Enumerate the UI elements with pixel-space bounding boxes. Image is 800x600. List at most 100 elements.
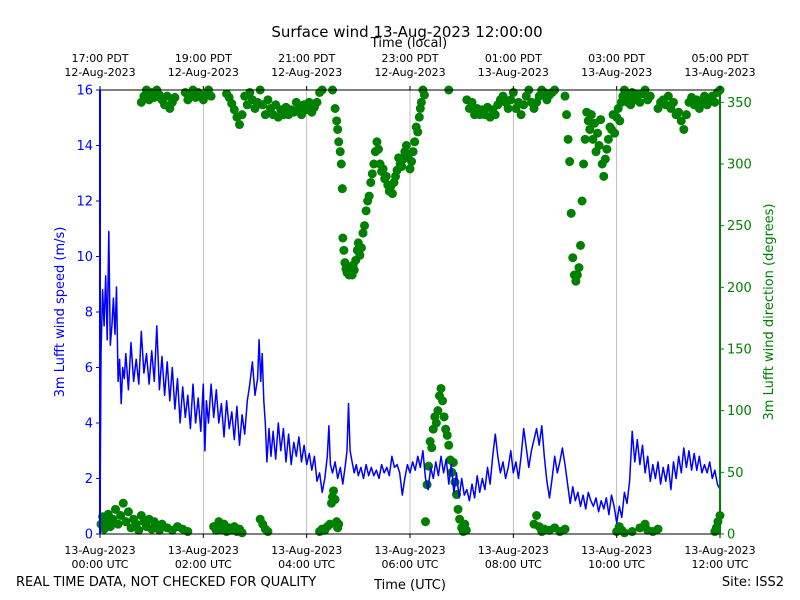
wind-direction-point: [414, 112, 424, 122]
wind-direction-point: [260, 110, 270, 120]
left-tick-label: 0: [85, 528, 93, 543]
x-tick-time-label: 06:00 UTC: [381, 558, 438, 571]
x-tick-date-label: 13-Aug-2023: [684, 544, 755, 557]
wind-direction-point: [410, 137, 420, 147]
wind-direction-point: [183, 527, 193, 537]
left-tick-label: 14: [76, 139, 93, 154]
wind-direction-point: [565, 157, 575, 167]
wind-direction-point: [381, 171, 391, 181]
wind-direction-point: [710, 97, 720, 107]
wind-direction-point: [572, 270, 582, 280]
left-tick-label: 8: [85, 306, 93, 321]
right-tick-label: 0: [727, 528, 735, 543]
wind-direction-point: [337, 184, 347, 194]
wind-direction-point: [361, 206, 371, 216]
wind-direction-point: [442, 430, 452, 440]
wind-direction-point: [416, 97, 426, 107]
wind-direction-point: [332, 116, 342, 126]
wind-direction-point: [448, 457, 458, 467]
x-tick-time-label: 10:00 UTC: [588, 558, 645, 571]
wind-direction-point: [356, 243, 366, 253]
wind-direction-point: [669, 97, 678, 107]
wind-direction-point: [566, 208, 576, 218]
wind-direction-point: [461, 525, 471, 535]
wind-direction-point: [421, 517, 430, 527]
wind-direction-point: [516, 110, 526, 120]
x-tick-time-label: 00:00 UTC: [71, 558, 128, 571]
wind-direction-point: [596, 115, 606, 125]
wind-direction-point: [312, 97, 322, 107]
wind-direction-point: [560, 91, 570, 101]
wind-direction-point: [506, 95, 516, 105]
bottom-axis-label: Time (UTC): [373, 578, 446, 593]
wind-direction-point: [467, 97, 477, 107]
wind-direction-point: [563, 134, 573, 144]
wind-direction-point: [407, 157, 417, 167]
wind-direction-point: [603, 134, 613, 144]
wind-direction-point: [602, 144, 612, 154]
top-tick-date-label: 13-Aug-2023: [581, 66, 652, 79]
wind-direction-point: [349, 265, 359, 275]
wind-direction-point: [237, 110, 247, 120]
x-tick-date-label: 13-Aug-2023: [271, 544, 342, 557]
wind-direction-point: [162, 91, 172, 101]
wind-direction-point: [503, 104, 513, 113]
wind-direction-point: [615, 116, 625, 126]
right-tick-label: 250: [727, 219, 752, 234]
wind-direction-point: [560, 524, 570, 534]
wind-direction-point: [229, 105, 239, 115]
quality-disclaimer: REAL TIME DATA, NOT CHECKED FOR QUALITY: [16, 575, 317, 590]
wind-direction-point: [358, 228, 368, 238]
top-tick-time-label: 21:00 PDT: [278, 52, 335, 65]
wind-direction-point: [438, 396, 448, 406]
wind-direction-point: [333, 124, 343, 134]
wind-direction-point: [170, 92, 180, 102]
right-tick-label: 200: [727, 281, 752, 296]
left-axis-label: 3m Lufft wind speed (m/s): [53, 227, 68, 398]
wind-direction-point: [599, 171, 609, 181]
wind-direction-point: [263, 95, 273, 105]
wind-direction-point: [372, 137, 382, 147]
wind-direction-point: [600, 154, 610, 164]
wind-direction-point: [585, 124, 595, 134]
left-tick-label: 4: [85, 417, 93, 432]
wind-direction-point: [360, 221, 370, 231]
top-tick-time-label: 01:00 PDT: [485, 52, 542, 65]
left-axis-ticks: 0 2 4 6 8 10 12 14 16: [76, 84, 100, 543]
wind-direction-point: [335, 147, 345, 157]
top-tick-date-label: 13-Aug-2023: [478, 66, 549, 79]
wind-direction-point: [433, 406, 443, 416]
wind-direction-point: [444, 440, 454, 450]
wind-direction-point: [568, 253, 578, 263]
wind-direction-point: [369, 159, 379, 169]
wind-direction-point: [116, 511, 126, 520]
wind-direction-point: [401, 141, 411, 150]
wind-direction-point: [436, 383, 446, 393]
wind-direction-point: [594, 141, 604, 150]
wind-direction-point: [339, 245, 349, 255]
wind-direction-point: [431, 418, 441, 428]
top-tick-time-label: 23:00 PDT: [381, 52, 438, 65]
top-axis-label: Time (local): [370, 36, 447, 51]
wind-direction-point: [676, 116, 686, 126]
right-tick-label: 50: [727, 466, 744, 481]
wind-direction-point: [562, 110, 572, 120]
wind-direction-point: [206, 91, 216, 101]
x-tick-date-label: 13-Aug-2023: [581, 544, 652, 557]
wind-direction-point: [576, 240, 585, 250]
top-tick-date-label: 12-Aug-2023: [271, 66, 342, 79]
wind-direction-point: [574, 263, 584, 273]
top-tick-time-label: 03:00 PDT: [588, 52, 645, 65]
wind-direction-point: [405, 164, 415, 174]
x-tick-time-label: 02:00 UTC: [175, 558, 232, 571]
x-tick-date-label: 13-Aug-2023: [478, 544, 549, 557]
wind-direction-point: [338, 233, 348, 243]
x-tick-date-label: 13-Aug-2023: [64, 544, 135, 557]
wind-direction-point: [355, 250, 365, 260]
chart-title: Surface wind 13-Aug-2023 12:00:00: [271, 23, 542, 41]
wind-direction-point: [674, 107, 684, 117]
wind-direction-point: [663, 91, 673, 101]
right-tick-label: 150: [727, 343, 752, 358]
top-tick-time-label: 05:00 PDT: [691, 52, 748, 65]
